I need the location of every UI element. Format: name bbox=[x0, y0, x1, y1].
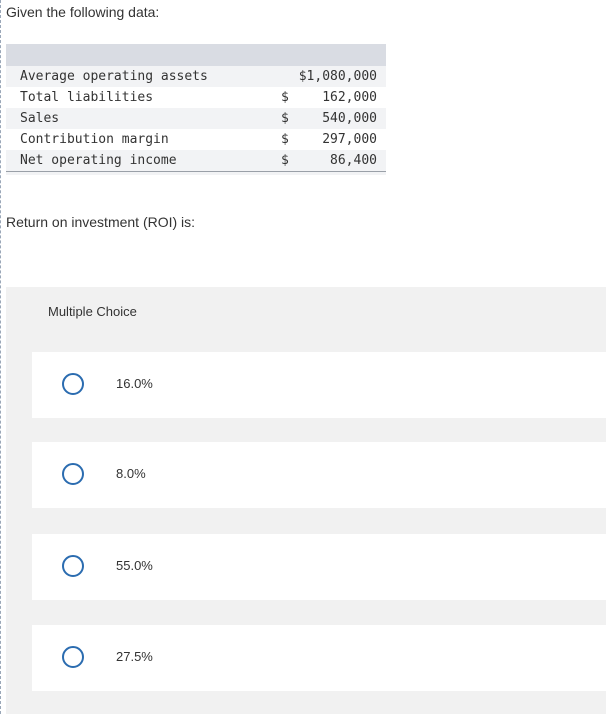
row-amount: 86,400 bbox=[303, 150, 386, 171]
row-label: Sales bbox=[6, 108, 281, 129]
table-row: Sales $ 540,000 bbox=[6, 108, 386, 129]
data-table: Average operating assets $1,080,000 Tota… bbox=[6, 44, 386, 175]
radio-button-icon[interactable] bbox=[62, 373, 84, 395]
choice-label: 55.0% bbox=[116, 558, 153, 573]
row-amount: 162,000 bbox=[303, 87, 386, 108]
row-dollar-sign: $ bbox=[281, 150, 303, 171]
row-dollar-sign: $ bbox=[281, 129, 303, 150]
table-header-bar bbox=[6, 44, 386, 66]
choice-label: 8.0% bbox=[116, 466, 146, 481]
multiple-choice-panel: Multiple Choice 16.0% 8.0% 55.0% 27.5% bbox=[6, 287, 606, 714]
row-dollar-sign: $ bbox=[281, 87, 303, 108]
question-prompt: Given the following data: bbox=[6, 4, 160, 20]
radio-button-icon[interactable] bbox=[62, 463, 84, 485]
row-label: Total liabilities bbox=[6, 87, 281, 108]
question-text: Return on investment (ROI) is: bbox=[6, 214, 196, 230]
row-label: Contribution margin bbox=[6, 129, 281, 150]
choice-label: 16.0% bbox=[116, 376, 153, 391]
table-row: Net operating income $ 86,400 bbox=[6, 150, 386, 171]
row-amount: 540,000 bbox=[303, 108, 386, 129]
multiple-choice-title: Multiple Choice bbox=[48, 304, 137, 319]
data-table-body: Average operating assets $1,080,000 Tota… bbox=[6, 66, 386, 171]
choice-option-2[interactable]: 8.0% bbox=[32, 442, 606, 508]
radio-button-icon[interactable] bbox=[62, 555, 84, 577]
radio-button-icon[interactable] bbox=[62, 646, 84, 668]
row-amount: 297,000 bbox=[303, 129, 386, 150]
table-row: Total liabilities $ 162,000 bbox=[6, 87, 386, 108]
choice-option-1[interactable]: 16.0% bbox=[32, 352, 606, 418]
row-label: Net operating income bbox=[6, 150, 281, 171]
left-dashed-rule bbox=[0, 0, 1, 714]
row-amount: $1,080,000 bbox=[281, 66, 386, 87]
table-row: Contribution margin $ 297,000 bbox=[6, 129, 386, 150]
row-label: Average operating assets bbox=[6, 66, 281, 87]
choice-label: 27.5% bbox=[116, 649, 153, 664]
choice-option-3[interactable]: 55.0% bbox=[32, 534, 606, 600]
choice-option-4[interactable]: 27.5% bbox=[32, 625, 606, 691]
row-dollar-sign: $ bbox=[281, 108, 303, 129]
table-footer-rule bbox=[6, 171, 386, 175]
table-row: Average operating assets $1,080,000 bbox=[6, 66, 386, 87]
